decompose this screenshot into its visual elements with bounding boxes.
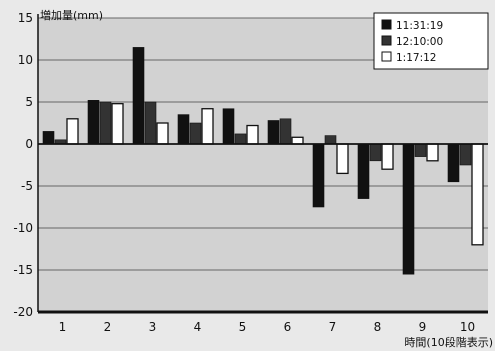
x-tick-label: 6 xyxy=(284,320,292,334)
y-tick-label: 5 xyxy=(25,95,33,109)
bar-series-2-cat-2 xyxy=(99,101,112,145)
bar-series-1-cat-2 xyxy=(87,100,100,145)
legend-label-2: 12:10:00 xyxy=(396,36,443,48)
x-tick-label: 10 xyxy=(460,320,475,334)
bar-series-1-cat-7 xyxy=(312,143,325,208)
x-tick-label: 4 xyxy=(194,320,202,334)
y-tick-label: 10 xyxy=(18,53,33,67)
x-tick-label: 5 xyxy=(239,320,247,334)
legend-box xyxy=(373,12,489,70)
bar-series-3-cat-9 xyxy=(426,143,439,162)
bar-series-3-cat-5 xyxy=(246,124,259,145)
x-tick-label: 7 xyxy=(329,320,337,334)
legend: 11:31:19 12:10:00 1:17:12 xyxy=(373,12,489,70)
y-tick-labels: 15 10 5 0 -5 -10 -15 -20 xyxy=(13,11,33,319)
legend-swatch-1 xyxy=(381,19,392,30)
legend-swatch-3 xyxy=(381,51,392,62)
bar-series-1-cat-10 xyxy=(447,143,460,183)
bar-series-3-cat-8 xyxy=(381,143,394,170)
axes xyxy=(37,14,488,314)
bar-series-3-cat-1 xyxy=(66,118,79,145)
bar-series-1-cat-3 xyxy=(132,47,145,145)
legend-swatch-2 xyxy=(381,35,392,46)
y-tick-label: -5 xyxy=(21,179,33,193)
bar-series-2-cat-7 xyxy=(324,135,337,145)
x-tick-label: 2 xyxy=(104,320,112,334)
bars xyxy=(42,47,484,275)
bar-series-1-cat-5 xyxy=(222,108,235,145)
bar-series-3-cat-10 xyxy=(471,143,484,246)
bar-series-2-cat-4 xyxy=(189,122,202,145)
bar-series-3-cat-6 xyxy=(291,136,304,145)
bar-series-2-cat-3 xyxy=(144,101,157,145)
legend-label-1: 11:31:19 xyxy=(396,20,443,32)
x-axis-title: 時間(10段階表示) xyxy=(404,335,493,349)
bar-series-2-cat-8 xyxy=(369,143,382,162)
y-tick-label: -10 xyxy=(13,221,33,235)
bar-series-3-cat-3 xyxy=(156,122,169,145)
bar-series-1-cat-9 xyxy=(402,143,415,275)
x-tick-label: 1 xyxy=(59,320,67,334)
y-tick-label: -20 xyxy=(13,305,33,319)
bar-series-3-cat-7 xyxy=(336,143,349,175)
bar-series-1-cat-4 xyxy=(177,114,190,145)
bar-series-1-cat-1 xyxy=(42,131,55,145)
bar-series-1-cat-8 xyxy=(357,143,370,199)
bar-series-2-cat-9 xyxy=(414,143,427,157)
y-tick-label: -15 xyxy=(13,263,33,277)
x-tick-label: 3 xyxy=(149,320,157,334)
bar-series-2-cat-10 xyxy=(459,143,472,166)
x-tick-labels: 1 2 3 4 5 6 7 8 9 10 xyxy=(59,320,475,334)
legend-label-3: 1:17:12 xyxy=(396,52,436,64)
y-axis-title: 増加量(mm) xyxy=(40,9,103,22)
y-tick-label: 15 xyxy=(18,11,33,25)
y-tick-label: 0 xyxy=(25,137,33,151)
bar-series-2-cat-6 xyxy=(279,118,292,145)
bar-series-3-cat-4 xyxy=(201,108,214,145)
x-tick-label: 8 xyxy=(374,320,382,334)
bar-series-1-cat-6 xyxy=(267,120,280,145)
x-tick-label: 9 xyxy=(419,320,427,334)
bar-series-2-cat-5 xyxy=(234,133,247,145)
bar-series-3-cat-2 xyxy=(111,103,124,145)
